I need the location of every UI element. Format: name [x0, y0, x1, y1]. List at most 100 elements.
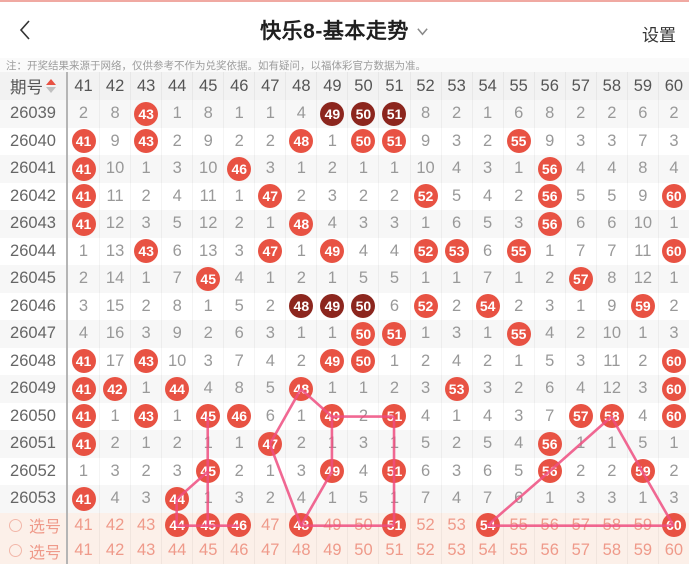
select-number-43[interactable]: 43	[130, 512, 161, 539]
miss-cell-53: 1	[440, 265, 472, 293]
miss-cell-55: 6	[502, 100, 534, 128]
select-number-43[interactable]: 43	[130, 538, 161, 564]
miss-cell-50: 1	[347, 375, 378, 403]
drawn-number-ball: 51	[382, 101, 407, 126]
title-dropdown[interactable]: 快乐8-基本走势	[260, 15, 429, 45]
select-number-45[interactable]: 45	[192, 538, 223, 564]
select-number-50[interactable]: 50	[347, 538, 378, 564]
select-number-47[interactable]: 47	[254, 538, 285, 564]
drawn-number-ball: 46	[227, 404, 252, 429]
select-number-41[interactable]: 41	[74, 515, 93, 534]
select-row-label: 选号	[29, 544, 62, 562]
hit-cell-54: 54	[471, 292, 503, 321]
select-number-56[interactable]: 56	[533, 512, 565, 539]
back-button[interactable]	[14, 18, 38, 42]
miss-cell-54: 5	[471, 210, 503, 238]
select-number-53[interactable]: 53	[440, 538, 472, 564]
miss-cell-60: 1	[657, 265, 689, 293]
miss-cell-59: 2	[626, 347, 658, 376]
hit-cell-43: 43	[130, 127, 161, 156]
miss-cell-53: 4	[440, 347, 472, 376]
miss-cell-51: 2	[378, 182, 409, 211]
select-number-52[interactable]: 52	[409, 538, 441, 564]
select-number-56[interactable]: 56	[533, 538, 565, 564]
miss-cell-42: 15	[99, 292, 130, 321]
miss-cell-44: 7	[161, 265, 192, 293]
select-number-55[interactable]: 55	[502, 538, 534, 564]
column-header-45: 45	[192, 72, 223, 100]
hit-cell-41: 41	[68, 210, 99, 238]
select-number-49[interactable]: 49	[316, 512, 347, 539]
select-number-46[interactable]: 46	[223, 538, 254, 564]
select-number-59[interactable]: 59	[626, 538, 658, 564]
select-number-42[interactable]: 42	[99, 538, 130, 564]
select-number-54[interactable]: 54	[471, 512, 503, 539]
period-sort-header[interactable]: 期号	[0, 72, 68, 100]
miss-cell-48: 2	[285, 265, 316, 293]
drawn-number-ball: 47	[258, 239, 283, 264]
hit-cell-44: 44	[161, 485, 192, 513]
drawn-number-ball: 50	[351, 349, 376, 374]
miss-cell-58: 9	[595, 292, 627, 321]
select-number-51[interactable]: 51	[378, 538, 409, 564]
select-number-46[interactable]: 46	[223, 512, 254, 539]
select-number-60[interactable]: 60	[657, 512, 689, 539]
drawn-number-ball: 44	[165, 376, 190, 401]
hit-cell-48: 48	[285, 292, 316, 321]
miss-cell-51: 5	[378, 265, 409, 293]
hit-cell-55: 55	[502, 320, 534, 348]
select-number-52[interactable]: 52	[409, 512, 441, 539]
select-number-57[interactable]: 57	[564, 512, 596, 539]
miss-cell-50: 3	[347, 210, 378, 238]
period-label: 26042	[0, 182, 68, 211]
select-number-50[interactable]: 50	[347, 512, 378, 539]
select-row-label-cell: 选号	[0, 538, 68, 564]
select-radio-icon[interactable]	[9, 544, 22, 558]
select-number-59[interactable]: 59	[626, 512, 658, 539]
drawn-number-ball: 53	[444, 239, 469, 264]
select-number-48[interactable]: 48	[285, 512, 316, 539]
select-number-49[interactable]: 49	[316, 538, 347, 564]
select-radio-icon[interactable]	[9, 518, 22, 532]
miss-cell-59: 1	[626, 320, 658, 348]
miss-cell-55: 2	[502, 375, 534, 403]
column-header-42: 42	[99, 72, 130, 100]
select-number-57[interactable]: 57	[564, 538, 596, 564]
miss-cell-60: 3	[657, 485, 689, 513]
select-number-42[interactable]: 42	[99, 512, 130, 539]
select-number-54[interactable]: 54	[471, 538, 503, 564]
miss-cell-58: 2	[595, 457, 627, 486]
miss-cell-42: 8	[99, 100, 130, 128]
select-number-44[interactable]: 44	[161, 512, 192, 539]
miss-cell-43: 2	[130, 292, 161, 321]
settings-button[interactable]: 设置	[642, 26, 676, 45]
trend-row-26039: 26039 2 8 43 1 8 1 1 4 49 50 51 8 2 1 6 8 2 2 6 2	[0, 100, 689, 128]
drawn-number-ball: 51	[382, 459, 407, 484]
hit-cell-51: 51	[378, 127, 409, 156]
miss-cell-45: 1	[192, 430, 223, 458]
select-number-58[interactable]: 58	[595, 512, 627, 539]
select-number-48[interactable]: 48	[285, 538, 316, 564]
miss-cell-54: 2	[471, 127, 503, 156]
hit-cell-56: 56	[533, 210, 565, 238]
miss-cell-46: 2	[223, 210, 254, 238]
miss-cell-45: 1	[192, 485, 223, 513]
select-number-41[interactable]: 41	[74, 541, 93, 560]
miss-cell-55: 2	[502, 182, 534, 211]
select-number-51[interactable]: 51	[378, 512, 409, 539]
miss-cell-51: 1	[378, 485, 409, 513]
period-label: 26046	[0, 292, 68, 321]
hit-cell-41: 41	[68, 348, 99, 376]
select-number-55[interactable]: 55	[502, 512, 534, 539]
select-number-60[interactable]: 60	[657, 538, 689, 564]
trend-row-26048: 26048 41 17 43 10 3 7 4 2 49 50 1 2 4 2 1 5 3 11 2 60	[0, 347, 689, 376]
select-number-47[interactable]: 47	[254, 512, 285, 539]
select-number-45[interactable]: 45	[192, 512, 223, 539]
miss-cell-54: 4	[471, 402, 503, 431]
select-number-53[interactable]: 53	[440, 512, 472, 539]
miss-cell-49: 3	[316, 182, 347, 211]
select-number-44[interactable]: 44	[161, 538, 192, 564]
trend-row-26040: 26040 41 9 43 2 9 2 2 48 1 50 51 9 3 2 55 9 3 3 7 3	[0, 127, 689, 156]
hit-cell-60: 60	[657, 375, 689, 403]
select-number-58[interactable]: 58	[595, 538, 627, 564]
